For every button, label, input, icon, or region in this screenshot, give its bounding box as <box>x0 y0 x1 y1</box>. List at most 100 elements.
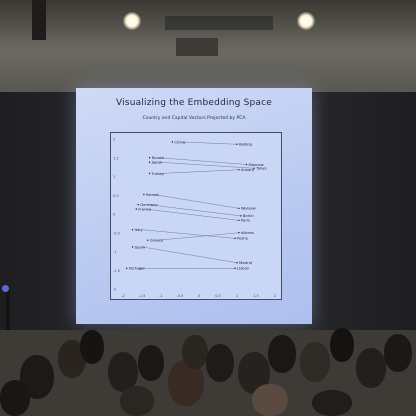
y-tick-label: 1 <box>113 175 115 179</box>
data-point <box>148 157 151 159</box>
audience-head <box>312 390 352 416</box>
y-tick-label: -1 <box>113 250 117 254</box>
pair-link <box>146 208 239 221</box>
point-label: Warsaw <box>241 206 256 211</box>
audience-head <box>0 380 30 416</box>
data-point <box>236 262 238 264</box>
point-label: Portugal <box>129 266 145 271</box>
audience-head <box>120 386 154 416</box>
data-point <box>148 172 151 175</box>
pair-link <box>159 169 239 174</box>
pair-link <box>153 194 239 209</box>
projector-mount <box>32 0 46 40</box>
pair-link <box>159 162 255 169</box>
pair-link <box>142 229 236 239</box>
indicator-light <box>2 285 9 292</box>
audience-head <box>356 348 386 388</box>
audience-head <box>252 384 288 416</box>
point-label: Athens <box>241 230 254 235</box>
x-tick-label: 1.5 <box>253 294 259 298</box>
point-label: Japan <box>151 160 163 165</box>
y-tick-label: 0.5 <box>113 194 119 198</box>
x-tick-label: 0.5 <box>215 294 221 298</box>
data-point <box>234 237 236 240</box>
data-point <box>236 143 238 145</box>
pair-link <box>148 204 241 217</box>
audience-head <box>206 344 234 382</box>
data-point <box>253 167 255 169</box>
point-label: Spain <box>135 244 146 249</box>
y-tick-label: -0.5 <box>113 231 120 235</box>
pair-link <box>157 232 239 241</box>
ceiling-vent <box>176 38 218 56</box>
point-label: Russia <box>152 155 164 160</box>
y-tick-label: 1.5 <box>113 156 119 160</box>
x-tick-label: -1.5 <box>139 294 146 298</box>
chart-title: Country and Capital Vectors Projected by… <box>142 116 246 121</box>
x-tick-label: -2 <box>121 294 125 298</box>
point-label: Moscow <box>249 162 264 167</box>
podium-stand <box>6 290 10 360</box>
point-label: Lisbon <box>237 266 250 271</box>
x-tick-label: 1 <box>236 294 238 298</box>
data-point <box>238 169 240 171</box>
point-label: Italy <box>135 227 144 232</box>
audience-head <box>268 335 296 373</box>
point-label: Rome <box>237 236 248 241</box>
point-label: Turkey <box>151 171 165 176</box>
y-tick-label: -1.5 <box>113 269 120 273</box>
scatter-plot-svg: -2 -1.5 -1 -0.5 0 0.5 1 1.5 2 2 1.5 1 0.5 0 -0.5 -1 -1.5… <box>113 138 276 299</box>
data-point <box>135 208 137 210</box>
data-point <box>147 239 149 241</box>
point-label: Berlin <box>243 213 255 218</box>
data-point <box>238 207 240 210</box>
data-point <box>131 229 134 231</box>
pair-link <box>142 246 238 263</box>
audience-head <box>384 334 412 372</box>
data-point <box>148 161 151 163</box>
audience-head <box>330 328 354 362</box>
data-point <box>143 193 145 196</box>
point-label: Germany <box>140 202 158 207</box>
ceiling-panel <box>165 16 273 30</box>
point-label: Ankara <box>241 167 254 172</box>
data-point <box>240 215 242 217</box>
data-point <box>245 163 248 166</box>
data-point <box>238 219 240 222</box>
data-point <box>234 267 236 270</box>
point-label: Paris <box>241 218 250 223</box>
data-point <box>137 203 139 206</box>
audience-head <box>108 352 138 392</box>
audience-head <box>300 342 330 382</box>
point-label: Poland <box>146 192 159 197</box>
y-tick-label: 2 <box>113 138 115 142</box>
point-label: France <box>138 206 151 211</box>
x-tick-label: -1 <box>159 294 163 298</box>
point-label: Greece <box>150 238 164 243</box>
point-label: Tokyo <box>255 166 267 171</box>
audience-head <box>80 330 104 364</box>
audience-head <box>182 335 208 369</box>
x-tick-label: -0.5 <box>177 294 184 298</box>
scatter-plot: -2 -1.5 -1 -0.5 0 0.5 1 1.5 2 2 1.5 1 0.5 0 -0.5 -1 -1.5… <box>110 132 282 300</box>
data-point <box>126 267 128 270</box>
y-tick-label: -2 <box>113 288 117 292</box>
pair-link <box>159 157 247 165</box>
y-tick-label: 0 <box>113 213 115 217</box>
data-point <box>171 141 174 143</box>
point-label: China <box>174 139 185 144</box>
point-label: Madrid <box>239 260 253 265</box>
ceiling-light-right <box>297 12 315 30</box>
data-point <box>131 246 134 248</box>
data-point <box>238 232 240 234</box>
audience-head <box>138 345 164 381</box>
slide-title: Visualizing the Embedding Space <box>115 98 273 108</box>
point-label: Beijing <box>239 142 253 147</box>
pair-link <box>182 141 238 145</box>
projection-screen: Visualizing the Embedding Space Country … <box>76 88 312 324</box>
ceiling <box>0 0 416 92</box>
ceiling-light-left <box>123 12 141 30</box>
x-tick-label: 0 <box>198 294 200 298</box>
x-tick-label: 2 <box>274 294 276 298</box>
